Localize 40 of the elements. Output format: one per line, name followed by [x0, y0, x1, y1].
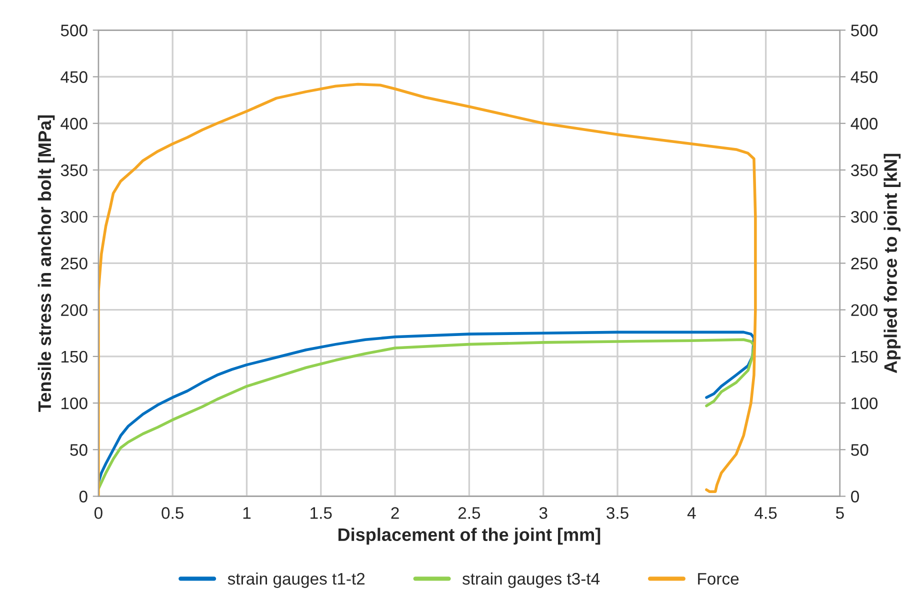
x-tick-label: 0 — [94, 507, 102, 519]
y-tick-label: 100 — [61, 397, 88, 410]
y2-tick-label: 150 — [852, 350, 878, 363]
x-tick-label: 2.5 — [458, 507, 480, 519]
y2-tick-label: 0 — [851, 490, 859, 502]
y-tick-label: 50 — [70, 444, 88, 456]
y-tick-label: 500 — [60, 24, 88, 36]
x-tick-label: 1 — [243, 507, 251, 519]
y2-tick-label: 400 — [850, 118, 878, 130]
x-tick-label: 4.5 — [754, 507, 777, 519]
legend-label: Force — [698, 573, 739, 585]
y2-tick-label: 200 — [851, 304, 878, 316]
y2-axis-title: Applied force to joint [kN] — [884, 154, 901, 374]
y-tick-label: 200 — [61, 304, 88, 316]
x-tick-label: 2 — [391, 507, 399, 519]
y-tick-label: 400 — [60, 118, 88, 130]
x-tick-label: 5 — [836, 507, 844, 519]
legend-label: strain gauges t1-t2 — [228, 572, 365, 588]
y2-tick-label: 450 — [850, 71, 878, 83]
y-axis-title: Tensile stress in anchor bolt [MPa] — [38, 115, 55, 412]
y2-tick-label: 300 — [851, 211, 878, 223]
y-tick-label: 250 — [61, 258, 88, 270]
y2-tick-label: 250 — [851, 258, 878, 270]
y2-tick-label: 50 — [851, 444, 868, 456]
x-tick-label: 3 — [539, 507, 548, 519]
y-tick-label: 350 — [60, 164, 88, 176]
y2-tick-label: 350 — [851, 164, 878, 176]
y2-tick-label: 100 — [852, 397, 878, 410]
line-series — [98, 82, 757, 496]
x-tick-label: 0.5 — [162, 507, 184, 519]
y-tick-label: 150 — [61, 350, 88, 363]
y2-tick-label: 500 — [851, 24, 878, 36]
x-tick-label: 1.5 — [310, 507, 332, 519]
y-tick-label: 300 — [60, 211, 88, 223]
y-tick-label: 450 — [60, 71, 88, 83]
x-tick-label: 4 — [687, 507, 696, 519]
x-axis-title: Displacement of the joint [mm] — [338, 528, 600, 545]
y-tick-label: 0 — [79, 490, 88, 502]
legend-label: strain gauges t3-t4 — [462, 572, 600, 588]
x-tick-label: 3.5 — [606, 507, 628, 519]
